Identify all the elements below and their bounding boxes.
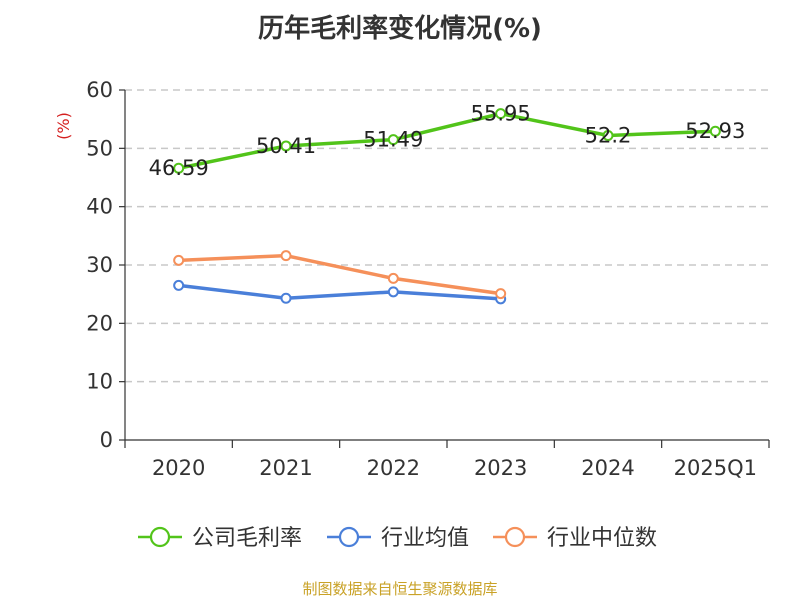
- data-point: [387, 272, 399, 284]
- data-label: 55.95: [471, 102, 531, 126]
- data-label: 52.2: [585, 124, 632, 148]
- x-tick-label: 2025Q1: [674, 456, 757, 480]
- data-label: 51.49: [363, 128, 423, 152]
- data-point: [709, 125, 721, 137]
- data-point: [280, 250, 292, 262]
- data-point: [173, 254, 185, 266]
- y-tick-label: 40: [86, 195, 113, 219]
- legend-marker: [338, 526, 360, 548]
- x-tick-label: 2023: [474, 456, 527, 480]
- chart-title: 历年毛利率变化情况(%): [258, 14, 542, 44]
- x-tick-label: 2022: [367, 456, 420, 480]
- x-tick-label: 2024: [581, 456, 634, 480]
- data-labels: 46.59 50.41 51.49 55.95 52.2 52.93: [149, 102, 746, 181]
- series-line: [178, 111, 716, 170]
- y-tick-label: 30: [86, 253, 113, 277]
- legend-marker: [504, 526, 526, 548]
- data-point: [495, 288, 507, 300]
- data-point: [387, 134, 399, 146]
- data-label: 52.93: [685, 119, 745, 143]
- data-point: [602, 130, 614, 141]
- y-axis-unit-label: (%): [54, 112, 73, 140]
- legend-marker: [149, 526, 171, 548]
- series-line: [178, 283, 501, 301]
- y-tick-label: 20: [86, 311, 113, 335]
- legend-label: 行业均值: [381, 526, 469, 551]
- y-tick-label: 50: [86, 136, 113, 160]
- y-tick-label: 60: [86, 78, 113, 102]
- axes: 0 10 20 30 40 50 60 2020 2021 2022 2023 2024 2025Q1 (…: [54, 78, 770, 480]
- data-source-note: 制图数据来自恒生聚源数据库: [302, 580, 498, 598]
- series-layer: [173, 108, 721, 305]
- x-tick-label: 2020: [152, 456, 205, 480]
- data-label: 50.41: [256, 134, 316, 158]
- data-point: [387, 286, 399, 298]
- data-point: [280, 140, 292, 152]
- y-tick-label: 10: [86, 370, 113, 394]
- legend-label: 公司毛利率: [192, 526, 302, 551]
- data-point: [280, 292, 292, 304]
- data-point: [173, 279, 185, 291]
- legend: 公司毛利率 行业均值 行业中位数: [138, 526, 657, 551]
- series-line: [178, 253, 501, 296]
- legend-label: 行业中位数: [547, 526, 657, 551]
- y-tick-label: 0: [100, 428, 113, 452]
- data-point: [173, 162, 185, 174]
- data-label: 46.59: [149, 156, 209, 180]
- data-point: [495, 108, 507, 120]
- x-tick-label: 2021: [259, 456, 312, 480]
